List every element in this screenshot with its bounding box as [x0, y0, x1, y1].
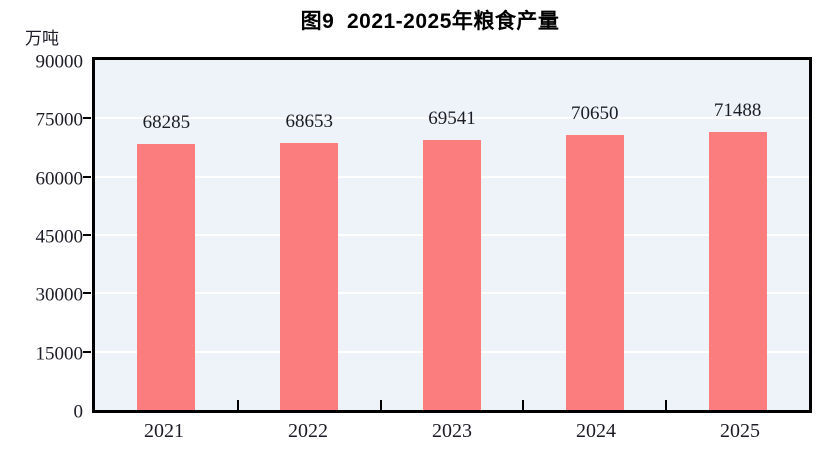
y-axis-tick-label: 45000 — [35, 226, 84, 248]
y-axis-tick-mark — [83, 350, 91, 353]
bar-value-label-2021: 68285 — [142, 112, 191, 134]
x-axis-label-2025: 2025 — [720, 420, 760, 442]
y-axis-tick-label: 0 — [73, 401, 84, 423]
bar-2021 — [137, 144, 196, 410]
y-axis-tick-label: 30000 — [35, 284, 84, 306]
x-axis-label-2024: 2024 — [576, 420, 616, 442]
x-axis-tick — [379, 400, 382, 410]
y-axis-tick-label: 15000 — [35, 343, 84, 365]
y-axis-unit-label: 万吨 — [25, 29, 59, 48]
bar-value-label-2023: 69541 — [428, 107, 476, 129]
gridline — [95, 117, 809, 120]
y-axis-tick-mark — [83, 292, 91, 295]
x-axis-labels: 2021 2022 2023 2024 2025 — [92, 419, 812, 449]
y-axis-tick-label: 90000 — [35, 51, 84, 73]
y-axis-tick-mark — [83, 175, 91, 178]
y-axis-tick-mark — [83, 117, 91, 120]
y-axis-tick-label: 75000 — [35, 109, 84, 131]
y-axis: 0 15000 30000 45000 60000 75000 90000 — [0, 53, 92, 422]
category-slot-2025: 71488 — [666, 60, 809, 410]
bar-value-label-2024: 70650 — [571, 103, 619, 125]
bar-value-label-2022: 68653 — [285, 111, 333, 133]
bar-2022 — [280, 143, 339, 410]
category-slot-2022: 68653 — [238, 60, 381, 410]
bar-value-label-2025: 71488 — [713, 100, 762, 121]
category-slot-2024: 70650 — [523, 60, 666, 410]
x-axis-label-2022: 2022 — [288, 420, 328, 442]
plot-area: 68285 68653 69541 70650 71488 — [92, 57, 812, 413]
x-axis-tick — [665, 400, 668, 410]
x-axis-tick — [236, 400, 239, 410]
y-axis-tick-mark — [83, 234, 91, 236]
bar-2023 — [422, 139, 481, 410]
chart-title: 图9 2021-2025年粮食产量 — [300, 10, 560, 33]
bar-2024 — [565, 135, 624, 410]
category-slot-2023: 69541 — [381, 60, 524, 410]
x-axis-tick — [522, 400, 525, 410]
x-axis-label-2023: 2023 — [432, 420, 472, 442]
y-axis-tick-label: 60000 — [35, 168, 84, 190]
bar-2025 — [708, 132, 767, 410]
category-slot-2021: 68285 — [95, 60, 238, 410]
x-axis-label-2021: 2021 — [144, 420, 184, 442]
